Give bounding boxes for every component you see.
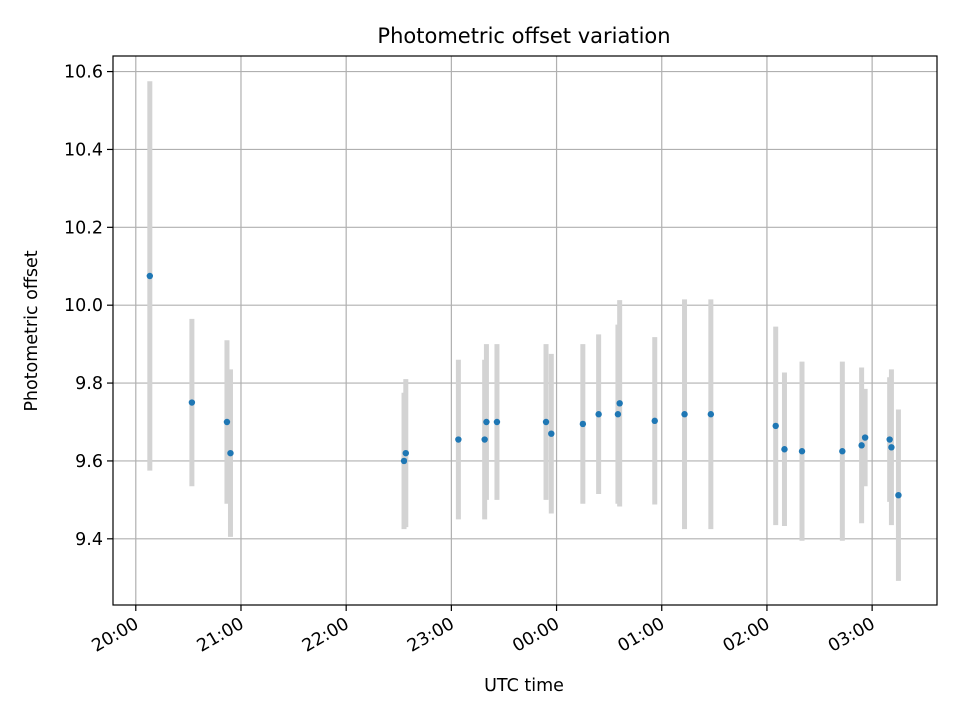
data-point xyxy=(861,434,869,441)
data-point xyxy=(707,411,715,418)
data-point xyxy=(798,448,806,455)
data-point xyxy=(858,442,865,449)
data-point xyxy=(146,272,154,280)
data-point xyxy=(483,418,490,426)
y-axis-ticks: 9.4 9.6 9.8 10.0 10.2 10.4 10.6 xyxy=(64,63,113,550)
y-axis-title: Photometric offset xyxy=(22,250,42,411)
data-point xyxy=(493,418,501,426)
data-point xyxy=(888,444,895,451)
x-axis-title: UTC time xyxy=(484,676,564,696)
y-tick-label: 10.6 xyxy=(64,63,103,83)
data-point xyxy=(839,448,846,455)
data-point xyxy=(781,446,788,453)
data-point xyxy=(886,436,893,443)
data-point xyxy=(614,411,622,418)
data-point xyxy=(895,492,902,499)
data-point xyxy=(548,430,555,437)
data-point xyxy=(772,422,779,430)
data-point xyxy=(595,411,602,418)
grid-lines xyxy=(113,56,937,605)
y-tick-label: 10.2 xyxy=(64,218,103,238)
data-point xyxy=(455,436,462,443)
data-point xyxy=(400,457,408,465)
y-tick-label: 10.4 xyxy=(64,140,103,160)
data-point xyxy=(651,417,658,425)
data-point xyxy=(223,418,231,426)
data-point xyxy=(579,420,587,428)
chart-title: Photometric offset variation xyxy=(377,24,670,48)
data-point xyxy=(227,449,234,457)
data-point xyxy=(542,418,550,426)
data-point xyxy=(681,411,688,418)
y-tick-label: 9.4 xyxy=(75,530,103,550)
data-point xyxy=(616,400,623,407)
y-tick-label: 10.0 xyxy=(64,296,103,316)
data-point xyxy=(402,449,409,457)
data-point xyxy=(481,436,488,443)
y-tick-label: 9.6 xyxy=(75,452,103,472)
y-tick-label: 9.8 xyxy=(75,374,103,394)
data-points xyxy=(146,272,902,499)
data-point xyxy=(188,399,196,406)
plot-frame xyxy=(112,55,938,606)
